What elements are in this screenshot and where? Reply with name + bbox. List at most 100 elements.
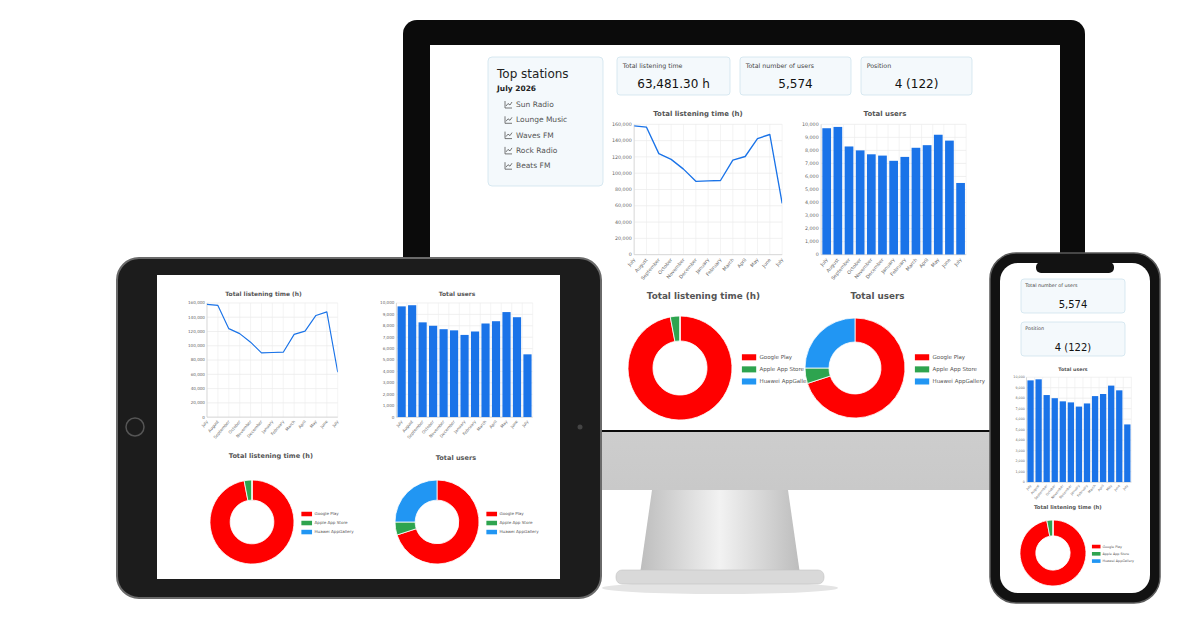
- bar: [429, 326, 437, 417]
- bar: [523, 354, 531, 417]
- y-tick-label: 9,000: [1015, 386, 1024, 390]
- bar: [912, 148, 921, 255]
- grid-line-vertical: [490, 303, 491, 417]
- tablet-content: Total listening time (h)020,00040,00060,…: [188, 290, 539, 564]
- bar: [889, 161, 898, 255]
- legend-label: Apple App Store: [760, 366, 805, 373]
- grid-line-vertical: [955, 124, 956, 254]
- y-tick-label: 10,000: [802, 122, 819, 127]
- y-tick-label: 7,000: [1015, 407, 1024, 411]
- grid-line: [396, 325, 532, 326]
- bar: [1100, 394, 1106, 482]
- grid-line-vertical: [522, 303, 523, 417]
- legend-label: Huawei AppGallery: [1103, 559, 1135, 563]
- y-tick-label: 160,000: [612, 122, 632, 127]
- grid-line: [1027, 387, 1132, 388]
- x-tick-label: June: [761, 257, 772, 269]
- y-tick-label: 0: [816, 252, 819, 257]
- y-tick-label: 2,000: [1015, 459, 1024, 463]
- bar: [1052, 398, 1058, 482]
- bar: [1092, 396, 1098, 482]
- y-tick-label: 1,000: [805, 239, 819, 244]
- slice: [252, 480, 253, 500]
- grid-line-vertical: [732, 124, 733, 254]
- y-tick-label: 2,000: [805, 226, 819, 231]
- legend-swatch: [915, 366, 929, 372]
- y-tick-label: 0: [392, 415, 395, 420]
- grid-line-vertical: [459, 303, 460, 417]
- y-tick-label: 120,000: [612, 155, 632, 160]
- grid-line-vertical: [294, 303, 295, 417]
- bar: [1060, 401, 1066, 482]
- grid-line-vertical: [943, 124, 944, 254]
- y-axis: [207, 303, 208, 417]
- kpi-label: Position: [867, 62, 892, 69]
- plot-marks: [398, 305, 532, 417]
- y-tick-label: 40,000: [615, 220, 632, 225]
- x-tick-label: June: [1113, 484, 1121, 493]
- chart-title: Total users: [436, 454, 476, 462]
- slice: [210, 480, 294, 564]
- y-tick-label: 10,000: [1013, 375, 1025, 379]
- y-tick-label: 5,000: [383, 357, 395, 362]
- grid-line-vertical: [501, 303, 502, 417]
- kpi-label: Position: [1025, 326, 1044, 331]
- y-tick-label: 7,000: [383, 335, 395, 340]
- x-tick-label: July: [200, 419, 210, 429]
- bar: [1027, 380, 1033, 482]
- bar: [481, 323, 489, 417]
- x-tick-label: June: [940, 257, 951, 269]
- grid-line-vertical: [469, 303, 470, 417]
- y-tick-label: 9,000: [383, 312, 395, 317]
- monitor-screen: [430, 45, 1060, 430]
- slice: [805, 368, 830, 383]
- y-tick-label: 3,000: [383, 380, 395, 385]
- bar: [878, 156, 887, 255]
- bar: [822, 128, 831, 254]
- x-tick-label: May: [930, 257, 940, 268]
- bar: [1035, 379, 1041, 482]
- slice: [680, 316, 681, 341]
- x-axis: [207, 417, 338, 418]
- grid-line-vertical: [1058, 377, 1059, 482]
- grid-line-vertical: [865, 124, 866, 254]
- x-tick-label: February: [462, 419, 478, 437]
- grid-line-vertical: [239, 303, 240, 417]
- chart-title: Total listening time (h): [229, 452, 313, 460]
- x-tick-label: September: [640, 257, 661, 281]
- grid-line-vertical: [1074, 377, 1075, 482]
- kpi-label: Total number of users: [1024, 283, 1078, 288]
- grid-line-vertical: [1066, 377, 1067, 482]
- slice: [1047, 520, 1053, 536]
- legend-label: Google Play: [1103, 545, 1123, 549]
- y-tick-label: 80,000: [191, 357, 206, 362]
- grid-line: [821, 150, 966, 151]
- x-axis: [634, 254, 782, 255]
- x-tick-label: February: [270, 419, 286, 437]
- legend-label: Apple App Store: [315, 520, 349, 525]
- x-tick-label: March: [722, 257, 735, 271]
- y-tick-label: 6,000: [805, 174, 819, 179]
- tablet: Total listening time (h)020,00040,00060,…: [117, 258, 601, 598]
- x-tick-label: March: [1087, 484, 1097, 494]
- grid-line-vertical: [315, 303, 316, 417]
- grid-line-vertical: [396, 303, 397, 417]
- kpi-value: 4 (122): [895, 77, 939, 91]
- slice: [805, 318, 855, 368]
- y-tick-label: 3,000: [805, 213, 819, 218]
- legend-swatch: [742, 366, 756, 372]
- grid-line: [821, 137, 966, 138]
- bar: [934, 135, 943, 255]
- station-icon: [505, 162, 512, 169]
- station-icon: [505, 147, 512, 154]
- grid-line-vertical: [217, 303, 218, 417]
- kpi-value: 4 (122): [1055, 342, 1092, 353]
- y-tick-label: 10,000: [380, 300, 395, 305]
- line: [634, 126, 782, 203]
- y-axis: [1026, 377, 1027, 482]
- grid-line-vertical: [634, 124, 635, 254]
- bar: [450, 330, 458, 417]
- bar: [1084, 403, 1090, 482]
- chart-title: Total listening time (h): [225, 290, 302, 298]
- chart-title: Total users: [1058, 367, 1087, 372]
